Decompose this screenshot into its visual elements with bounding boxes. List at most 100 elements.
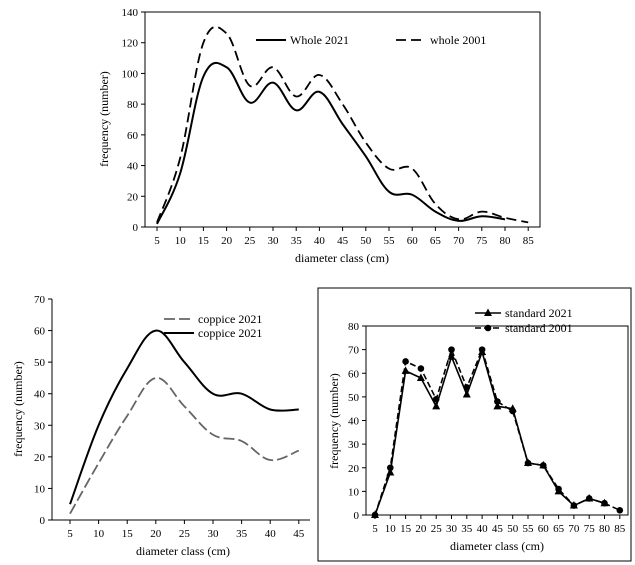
legend-label-1: coppice 2021 — [198, 312, 262, 326]
plot-frame — [365, 325, 629, 516]
x-tick-label: 15 — [122, 528, 134, 540]
x-tick-label: 10 — [93, 528, 105, 540]
x-tick-label: 55 — [384, 235, 396, 247]
series-line-2 — [156, 25, 529, 224]
data-point-triangle — [493, 401, 502, 410]
x-tick-label: 30 — [268, 235, 280, 247]
legend-label-2: coppice 2021 — [198, 326, 262, 340]
legend-marker-circle — [484, 324, 492, 332]
y-tick-label: 0 — [40, 515, 46, 527]
x-tick-label: 65 — [430, 235, 442, 247]
data-point-circle — [616, 506, 624, 514]
data-point-triangle — [401, 366, 410, 374]
x-tick-label: 80 — [599, 523, 611, 535]
data-point-circle — [540, 462, 547, 469]
series-line-1 — [156, 61, 506, 225]
x-tick-label: 20 — [415, 523, 427, 535]
y-tick-label: 10 — [34, 483, 46, 495]
x-tick-label: 85 — [614, 523, 626, 535]
y-axis-label: frequency (number) — [327, 373, 341, 469]
x-tick-label: 20 — [150, 528, 162, 540]
x-tick-label: 10 — [385, 523, 397, 535]
data-point-circle — [601, 499, 608, 507]
y-tick-label: 80 — [348, 321, 360, 333]
y-axis-label: frequency (number) — [11, 361, 25, 457]
y-tick-label: 100 — [122, 68, 139, 80]
x-tick-label: 25 — [179, 528, 191, 540]
data-point-circle — [402, 358, 409, 365]
x-tick-label: 35 — [291, 235, 303, 247]
data-point-circle — [555, 485, 562, 493]
legend-marker-triangle — [484, 308, 492, 316]
x-tick-label: 75 — [584, 523, 596, 535]
y-tick-label: 60 — [127, 130, 139, 142]
x-tick-label: 5 — [154, 235, 160, 247]
y-tick-label: 140 — [122, 7, 139, 19]
x-axis-label: diameter class (cm) — [295, 251, 389, 265]
x-tick-label: 70 — [568, 523, 580, 535]
y-tick-label: 120 — [122, 38, 139, 50]
x-tick-label: 40 — [477, 523, 489, 535]
x-tick-label: 25 — [431, 523, 443, 535]
x-axis-label: diameter class (cm) — [136, 544, 230, 558]
y-tick-label: 30 — [34, 420, 46, 432]
x-tick-label: 30 — [208, 528, 220, 540]
y-tick-label: 40 — [127, 161, 139, 173]
data-point-triangle — [447, 352, 456, 360]
legend-label-2: standard 2001 — [505, 321, 573, 335]
y-tick-label: 20 — [348, 463, 360, 475]
y-tick-label: 0 — [133, 222, 139, 234]
y-tick-label: 40 — [34, 389, 46, 401]
data-point-circle — [585, 495, 593, 502]
x-tick-label: 45 — [293, 528, 305, 540]
data-point-triangle — [462, 390, 471, 398]
chart-1: 0 20 40 60 80 100 120 140 5 10 15 20 25 30 35 40 45 50 55 6… — [97, 7, 541, 265]
chart-2: 0 10 20 30 40 50 60 70 5 10 15 20 25 30 35 40 45 diameter… — [11, 294, 310, 558]
data-point-circle — [371, 511, 379, 519]
x-tick-label: 25 — [244, 235, 256, 247]
data-point-circle — [494, 398, 501, 405]
x-tick-label: 55 — [523, 523, 535, 535]
x-tick-label: 65 — [553, 523, 565, 535]
x-tick-label: 80 — [500, 235, 512, 247]
legend-label-2: whole 2001 — [430, 33, 486, 47]
data-point-circle — [432, 395, 440, 403]
data-point-circle — [387, 464, 394, 472]
y-tick-label: 20 — [127, 191, 139, 203]
x-tick-label: 45 — [492, 523, 504, 535]
data-point-circle — [478, 346, 486, 353]
series-line-1 — [374, 351, 605, 516]
series-line-2 — [69, 329, 299, 505]
y-tick-label: 70 — [34, 294, 46, 306]
y-tick-label: 80 — [127, 99, 139, 111]
y-tick-label: 60 — [34, 326, 46, 338]
y-tick-label: 60 — [348, 368, 360, 380]
y-axis-label: frequency (number) — [97, 71, 111, 167]
x-tick-label: 40 — [265, 528, 277, 540]
data-point-circle — [417, 365, 425, 372]
legend-label-1: standard 2021 — [505, 306, 573, 320]
y-tick-label: 20 — [34, 452, 46, 464]
y-tick-label: 70 — [348, 345, 360, 357]
x-tick-label: 45 — [337, 235, 349, 247]
data-point-circle — [509, 407, 516, 415]
x-tick-label: 70 — [453, 235, 465, 247]
legend-label-1: Whole 2021 — [290, 33, 349, 47]
x-tick-label: 40 — [314, 235, 326, 247]
data-point-circle — [524, 459, 532, 467]
x-tick-label: 15 — [198, 235, 210, 247]
x-tick-label: 85 — [523, 235, 535, 247]
x-tick-label: 50 — [507, 523, 519, 535]
x-tick-label: 30 — [446, 523, 458, 535]
data-point-circle — [448, 346, 455, 353]
x-tick-label: 60 — [407, 235, 419, 247]
data-point-triangle — [432, 401, 441, 410]
data-point-triangle — [386, 467, 395, 476]
x-tick-label: 5 — [372, 523, 378, 535]
chart-outer-border — [317, 287, 632, 562]
x-tick-label: 35 — [236, 528, 248, 540]
x-tick-label: 15 — [400, 523, 412, 535]
y-tick-label: 30 — [348, 439, 360, 451]
